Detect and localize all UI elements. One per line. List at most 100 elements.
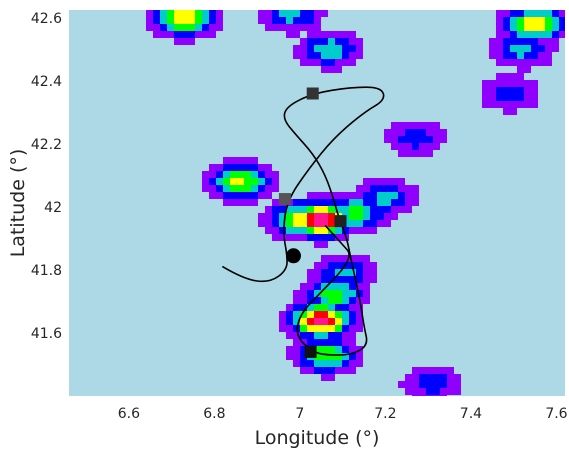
- heatmap-cell: [405, 136, 412, 143]
- heatmap-cell: [265, 171, 272, 178]
- heatmap-cell: [496, 10, 503, 17]
- heatmap-cell: [314, 59, 321, 66]
- heatmap-cell: [300, 304, 307, 311]
- heatmap-cell: [356, 38, 363, 45]
- heatmap-cell: [300, 360, 307, 367]
- heatmap-cell: [293, 353, 300, 360]
- heatmap-cell: [489, 87, 496, 94]
- heatmap-cell: [426, 136, 433, 143]
- heatmap-cell: [356, 220, 363, 227]
- heatmap-cell: [300, 10, 307, 17]
- heatmap-cell: [482, 80, 489, 87]
- heatmap-cell: [202, 10, 209, 17]
- heatmap-cell: [496, 52, 503, 59]
- heatmap-cell: [328, 339, 335, 346]
- heatmap-cell: [230, 164, 237, 171]
- heatmap-cell: [349, 31, 356, 38]
- heatmap-cell: [349, 325, 356, 332]
- heatmap-cell: [531, 94, 538, 101]
- heatmap-cell: [265, 227, 272, 234]
- heatmap-cell: [293, 220, 300, 227]
- heatmap-cell: [517, 87, 524, 94]
- heatmap-cell: [538, 38, 545, 45]
- heatmap-cell: [391, 185, 398, 192]
- heatmap-cell: [209, 178, 216, 185]
- heatmap-cell: [230, 192, 237, 199]
- heatmap-cell: [398, 381, 405, 388]
- heatmap-cell: [405, 199, 412, 206]
- heatmap-cell: [286, 325, 293, 332]
- heatmap-cell: [258, 213, 265, 220]
- heatmap-cell: [153, 17, 160, 24]
- heatmap-cell: [349, 255, 356, 262]
- heatmap-cell: [328, 38, 335, 45]
- heatmap-cell: [314, 269, 321, 276]
- heatmap-cell: [188, 24, 195, 31]
- heatmap-cell: [489, 101, 496, 108]
- heatmap-cell: [216, 17, 223, 24]
- heatmap-cell: [482, 94, 489, 101]
- heatmap-cell: [216, 185, 223, 192]
- heatmap-cell: [314, 325, 321, 332]
- x-tick-label: 6.8: [203, 406, 225, 422]
- heatmap-cell: [391, 213, 398, 220]
- heatmap-cell: [223, 178, 230, 185]
- heatmap-cell: [160, 31, 167, 38]
- heatmap-cell: [307, 206, 314, 213]
- heatmap-cell: [524, 87, 531, 94]
- heatmap-cell: [496, 17, 503, 24]
- heatmap-cell: [328, 269, 335, 276]
- heatmap-cell: [314, 290, 321, 297]
- heatmap-cell: [328, 276, 335, 283]
- heatmap-cell: [370, 213, 377, 220]
- heatmap-cell: [440, 381, 447, 388]
- heatmap-cell: [377, 178, 384, 185]
- heatmap-cell: [524, 31, 531, 38]
- heatmap-cell: [244, 171, 251, 178]
- heatmap-cell: [363, 220, 370, 227]
- heatmap-cell: [335, 360, 342, 367]
- heatmap-cell: [552, 38, 559, 45]
- heatmap-cell: [265, 10, 272, 17]
- heatmap-cell: [377, 220, 384, 227]
- heatmap-cell: [391, 206, 398, 213]
- heatmap-cell: [545, 38, 552, 45]
- heatmap-cell: [510, 10, 517, 17]
- heatmap-cell: [307, 199, 314, 206]
- heatmap-cell: [426, 129, 433, 136]
- heatmap-cell: [433, 381, 440, 388]
- heatmap-cell: [503, 31, 510, 38]
- heatmap-cell: [398, 143, 405, 150]
- heatmap-cell: [370, 185, 377, 192]
- heatmap-cell: [202, 31, 209, 38]
- heatmap-cell: [524, 10, 531, 17]
- heatmap-cell: [349, 332, 356, 339]
- x-ticks: 6.6 6.8 7 7.2 7.4 7.6: [118, 406, 568, 422]
- heatmap-cell: [230, 157, 237, 164]
- heatmap-cell: [517, 10, 524, 17]
- heatmap-cell: [321, 353, 328, 360]
- heatmap-cell: [391, 192, 398, 199]
- heatmap-cell: [335, 269, 342, 276]
- heatmap-cell: [209, 24, 216, 31]
- heatmap-cell: [307, 17, 314, 24]
- heatmap-cell: [524, 66, 531, 73]
- heatmap-cell: [524, 17, 531, 24]
- x-axis-label: Longitude (°): [255, 427, 380, 449]
- heatmap-cell: [286, 213, 293, 220]
- heatmap-cell: [314, 276, 321, 283]
- heatmap-cell: [335, 234, 342, 241]
- heatmap-cell: [384, 185, 391, 192]
- heatmap-cell: [300, 199, 307, 206]
- heatmap-cell: [398, 178, 405, 185]
- heatmap-cell: [419, 136, 426, 143]
- heatmap-cell: [328, 311, 335, 318]
- heatmap-cell: [237, 164, 244, 171]
- heatmap-cell: [258, 220, 265, 227]
- heatmap-cell: [293, 318, 300, 325]
- heatmap-cell: [300, 213, 307, 220]
- heatmap-cell: [412, 395, 419, 396]
- heatmap-cell: [314, 339, 321, 346]
- heatmap-cell: [349, 199, 356, 206]
- heatmap-cell: [370, 227, 377, 234]
